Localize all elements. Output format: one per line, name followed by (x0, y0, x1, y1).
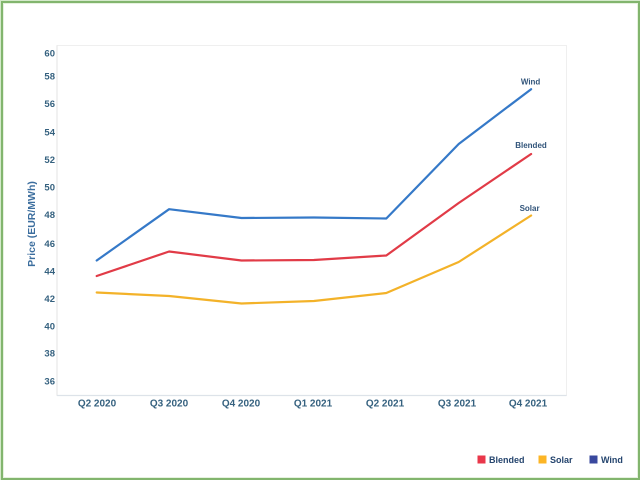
svg-text:46: 46 (44, 239, 55, 250)
svg-text:Solar: Solar (520, 204, 540, 213)
svg-text:Solar: Solar (550, 455, 573, 465)
svg-text:54: 54 (44, 128, 55, 139)
svg-text:56: 56 (44, 99, 55, 110)
svg-text:Q1 2021: Q1 2021 (294, 399, 333, 410)
svg-text:Blended: Blended (489, 455, 525, 465)
svg-text:Wind: Wind (521, 78, 541, 87)
svg-text:36: 36 (44, 376, 55, 387)
svg-text:60: 60 (44, 48, 55, 59)
svg-text:Q4 2020: Q4 2020 (222, 399, 261, 410)
svg-text:44: 44 (44, 266, 55, 277)
svg-text:Q2 2020: Q2 2020 (78, 399, 117, 410)
svg-text:40: 40 (44, 321, 55, 332)
svg-text:58: 58 (44, 72, 55, 83)
svg-text:48: 48 (44, 210, 55, 221)
svg-text:Wind: Wind (601, 455, 623, 465)
svg-text:Price (EUR/MWh): Price (EUR/MWh) (26, 181, 38, 267)
svg-text:Q2 2021: Q2 2021 (366, 399, 405, 410)
svg-text:Q3 2020: Q3 2020 (150, 399, 189, 410)
svg-text:Q3 2021: Q3 2021 (438, 399, 477, 410)
svg-text:42: 42 (44, 294, 55, 305)
svg-text:38: 38 (44, 349, 55, 360)
svg-text:52: 52 (44, 155, 55, 166)
svg-text:50: 50 (44, 183, 55, 194)
svg-text:Q4 2021: Q4 2021 (509, 399, 548, 410)
svg-text:Blended: Blended (515, 141, 547, 150)
